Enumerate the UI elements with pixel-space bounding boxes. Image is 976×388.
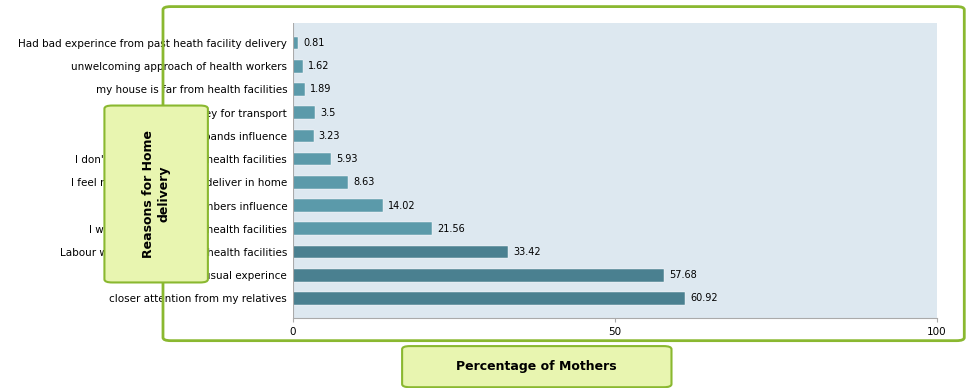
Bar <box>293 106 315 119</box>
Bar <box>293 83 305 96</box>
Bar <box>293 292 685 305</box>
Bar <box>293 199 384 212</box>
Bar <box>293 222 431 235</box>
Text: 5.93: 5.93 <box>336 154 357 164</box>
Text: 8.63: 8.63 <box>353 177 375 187</box>
Text: 0.81: 0.81 <box>304 38 325 48</box>
Text: 1.62: 1.62 <box>308 61 330 71</box>
Bar <box>293 60 304 73</box>
Bar <box>293 176 348 189</box>
Text: 21.56: 21.56 <box>437 224 465 234</box>
Bar <box>293 153 331 166</box>
Text: 3.23: 3.23 <box>319 131 341 141</box>
Text: 60.92: 60.92 <box>690 293 718 303</box>
Text: Reasons for Home
delivery: Reasons for Home delivery <box>142 130 170 258</box>
Text: 33.42: 33.42 <box>513 247 541 257</box>
Bar <box>293 269 665 282</box>
Text: 14.02: 14.02 <box>388 201 416 211</box>
Text: 3.5: 3.5 <box>320 108 336 118</box>
Bar <box>293 246 508 258</box>
Text: 1.89: 1.89 <box>310 85 332 95</box>
Text: 57.68: 57.68 <box>670 270 697 280</box>
Bar <box>293 37 298 49</box>
Text: Percentage of Mothers: Percentage of Mothers <box>457 360 617 373</box>
Bar <box>293 130 313 142</box>
